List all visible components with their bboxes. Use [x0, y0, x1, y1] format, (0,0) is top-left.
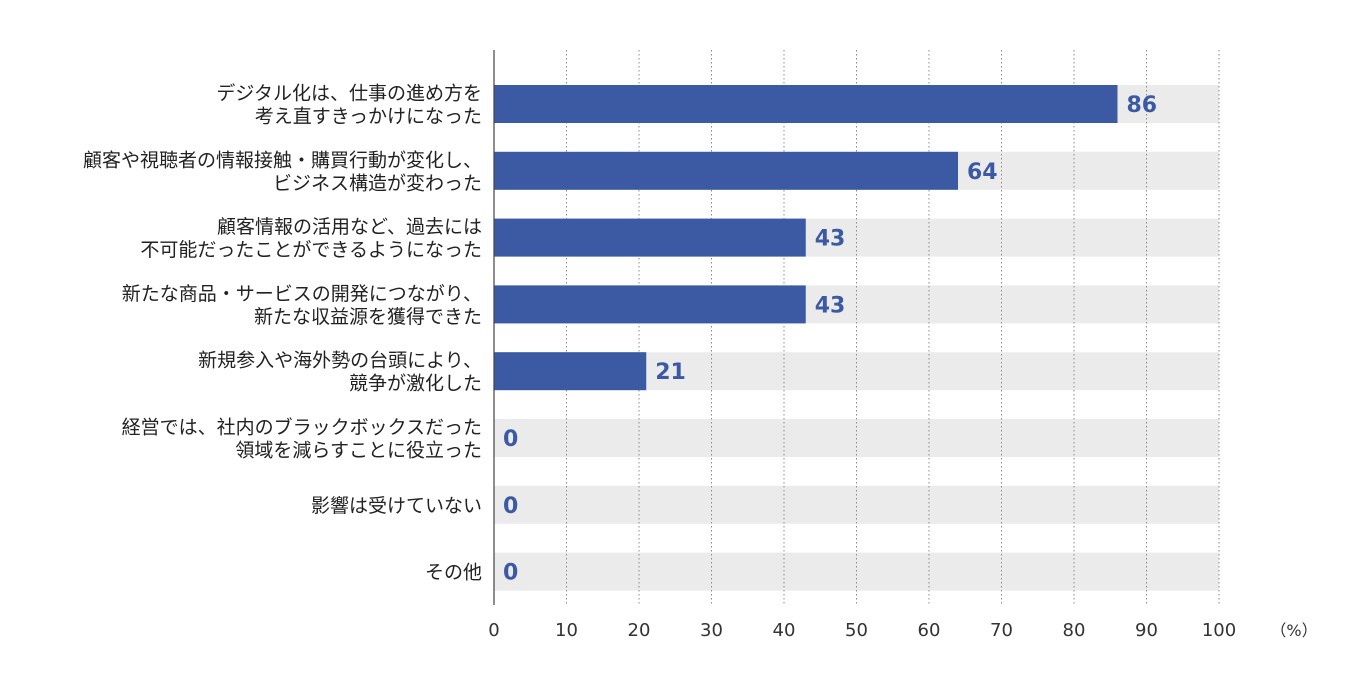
bar-track [494, 485, 1219, 524]
bar [494, 285, 806, 324]
bar [494, 151, 958, 190]
x-tick-label: 80 [1063, 620, 1086, 641]
category-label: 領域を減らすことに役立った [235, 440, 482, 462]
x-axis-unit: （%） [1270, 621, 1317, 640]
x-tick-label: 20 [628, 620, 651, 641]
category-label: 顧客や視聴者の情報接触・購買行動が変化し、 [83, 149, 482, 171]
category-label: 新たな商品・サービスの開発につながり、 [122, 283, 482, 305]
category-label: 経営では、社内のブラックボックスだった [122, 416, 482, 439]
data-label: 21 [655, 360, 686, 385]
data-label: 64 [967, 160, 998, 185]
data-label: 43 [815, 293, 846, 318]
bar [494, 218, 806, 257]
data-label: 43 [815, 227, 846, 252]
x-tick-label: 100 [1202, 620, 1236, 641]
category-label: デジタル化は、仕事の進め方を [216, 83, 482, 105]
category-label: 競争が激化した [349, 373, 482, 395]
category-label: ビジネス構造が変わった [273, 172, 482, 194]
x-tick-label: 30 [700, 620, 723, 641]
x-tick-label: 50 [845, 620, 868, 641]
data-label: 0 [503, 494, 518, 519]
data-label: 0 [503, 427, 518, 452]
category-label: 不可能だったことができるようになった [140, 239, 482, 261]
bar [494, 352, 647, 391]
x-tick-label: 40 [773, 620, 796, 641]
category-label: 影響は受けていない [311, 495, 482, 517]
data-label: 86 [1127, 93, 1158, 118]
category-label: 顧客情報の活用など、過去には [217, 216, 482, 238]
category-label: 新たな収益源を獲得できた [254, 306, 482, 328]
category-label: その他 [425, 562, 482, 584]
x-tick-label: 90 [1135, 620, 1158, 641]
x-tick-label: 60 [918, 620, 941, 641]
category-label: 考え直すきっかけになった [255, 106, 482, 128]
category-label: 新規参入や海外勢の台頭により、 [198, 350, 482, 372]
x-tick-label: 10 [555, 620, 578, 641]
bar [494, 85, 1118, 123]
x-tick-label: 70 [990, 620, 1013, 641]
data-label: 0 [503, 561, 518, 586]
x-tick-label: 0 [488, 620, 499, 641]
